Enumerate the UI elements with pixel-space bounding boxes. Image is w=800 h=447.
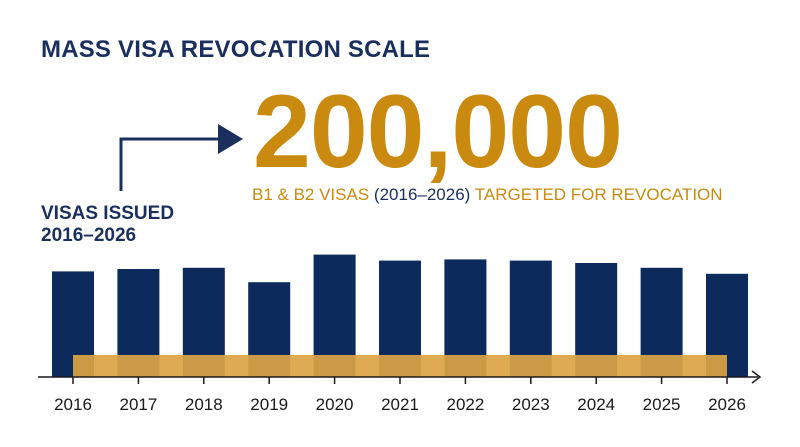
x-tick-label-2021: 2021 xyxy=(381,395,419,414)
pointer-arrow-line xyxy=(119,137,230,191)
x-axis: 2016 2017 2018 2019 2020 2021 2022 2023 2024 2025… xyxy=(38,370,762,414)
chart-title: MASS VISA REVOCATION SCALE xyxy=(41,36,431,63)
bars-group xyxy=(52,254,748,377)
x-tick-label-2022: 2022 xyxy=(446,395,484,414)
subtitle-visa-types: B1 & B2 VISAS xyxy=(252,185,370,204)
visas-issued-label-line2: 2016–2026 xyxy=(41,225,137,246)
visas-issued-label: VISAS ISSUED 2016–2026 xyxy=(41,203,174,247)
x-tick-label-2023: 2023 xyxy=(512,395,550,414)
visas-issued-label-line1: VISAS ISSUED xyxy=(41,203,175,224)
x-tick-label-2017: 2017 xyxy=(119,395,157,414)
x-tick-label-2018: 2018 xyxy=(185,395,223,414)
revocation-range-band xyxy=(73,355,727,377)
subtitle-date-range: (2016–2026) xyxy=(373,185,471,204)
axis-arrow-icon xyxy=(751,370,762,384)
x-tick-label-2026: 2026 xyxy=(708,395,746,414)
band-layer xyxy=(73,355,727,377)
pointer-arrowhead-icon xyxy=(218,124,243,154)
headline-number: 200,000 xyxy=(253,74,623,190)
x-tick-label-2024: 2024 xyxy=(577,395,615,414)
x-tick-label-2019: 2019 xyxy=(250,395,288,414)
headline-subtitle: B1 & B2 VISAS (2016–2026) TARGETED FOR R… xyxy=(252,185,723,205)
x-tick-label-2020: 2020 xyxy=(316,395,354,414)
x-tick-label-2016: 2016 xyxy=(54,395,92,414)
subtitle-targeted-text: TARGETED FOR REVOCATION xyxy=(474,185,723,204)
x-tick-label-2025: 2025 xyxy=(643,395,681,414)
